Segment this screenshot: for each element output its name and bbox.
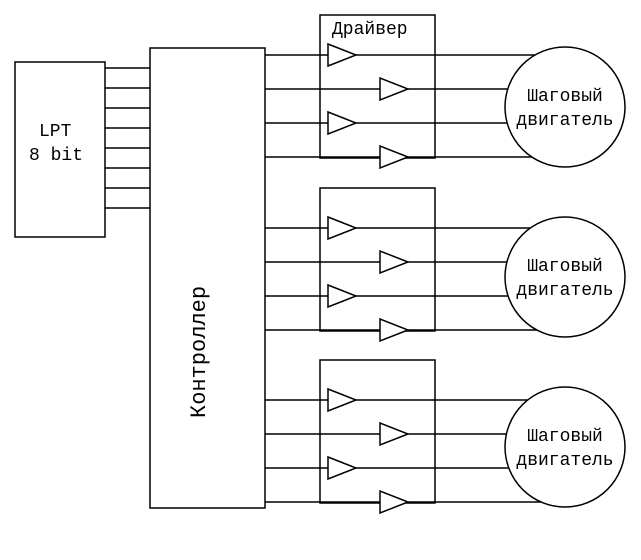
motor-1 xyxy=(505,217,625,337)
motor-label2-1: двигатель xyxy=(516,281,613,301)
block-diagram: LPT 8 bit Контроллер Драйвер Шаговый двигател… xyxy=(0,0,641,560)
driver-box-1 xyxy=(320,188,435,331)
motor-label1-0: Шаговый xyxy=(527,87,603,107)
controller-label: Контроллер xyxy=(187,286,212,418)
motor-label2-2: двигатель xyxy=(516,451,613,471)
motor-label1-1: Шаговый xyxy=(527,257,603,277)
controller-box xyxy=(150,48,265,508)
motor-2 xyxy=(505,387,625,507)
motor-label1-2: Шаговый xyxy=(527,427,603,447)
motor-label2-0: двигатель xyxy=(516,111,613,131)
lpt-label-2: 8 bit xyxy=(29,146,83,166)
lpt-label-1: LPT xyxy=(39,122,72,142)
motor-0 xyxy=(505,47,625,167)
driver-label: Драйвер xyxy=(332,20,408,40)
driver-box-2 xyxy=(320,360,435,503)
